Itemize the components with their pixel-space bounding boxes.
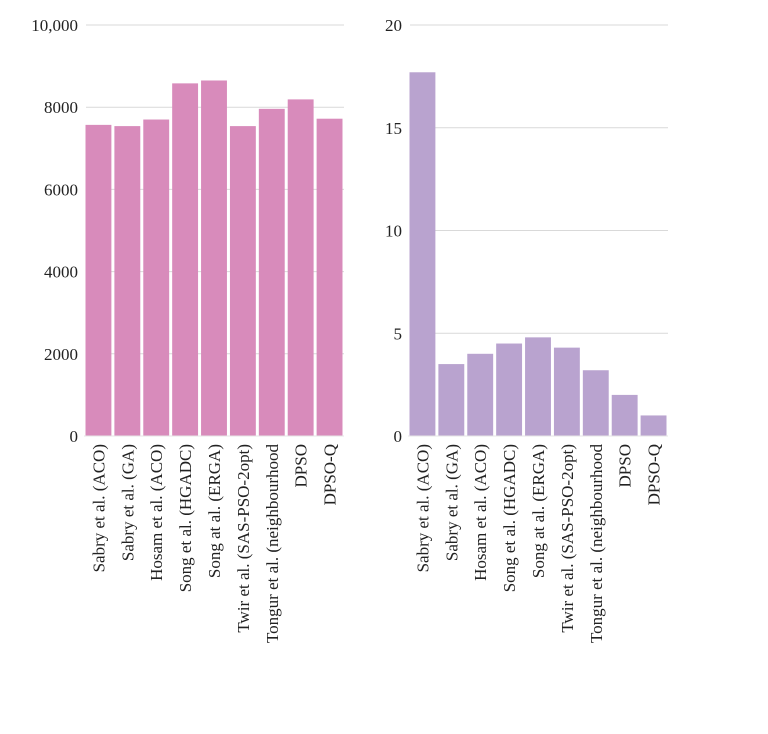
left-category-label: Hosam et al. (ACO) (147, 444, 166, 581)
left-category-label: Sabry et al. (ACO) (89, 444, 108, 572)
left-bar (85, 124, 112, 437)
left-y-tick-label: 4000 (44, 263, 78, 282)
right-bar (611, 394, 638, 436)
left-y-tick-label: 10,000 (31, 16, 78, 35)
right-y-tick-label: 0 (394, 427, 403, 446)
right-category-label: Tongur et al. (neighbourhood (587, 444, 606, 643)
right-bar (496, 343, 523, 436)
left-bar (258, 108, 285, 437)
left-category-label: DPSO-Q (321, 444, 340, 505)
left-category-label: Tongur et al. (neighbourhood (263, 444, 282, 643)
right-category-label: Song at al. (ERGA) (529, 444, 548, 578)
right-category-label: Twir et al. (SAS-PSO-2opt) (558, 444, 577, 633)
left-category-label: Sabry et al. (GA) (118, 444, 137, 561)
right-category-label: Sabry et al. (ACO) (413, 444, 432, 572)
left-bar (114, 126, 141, 436)
right-category-label: Hosam et al. (ACO) (471, 444, 490, 581)
left-y-tick-label: 0 (70, 427, 79, 446)
left-bar (316, 118, 343, 436)
left-y-tick-label: 2000 (44, 345, 78, 364)
right-category-label: Song et al. (HGADC) (500, 444, 519, 592)
left-y-tick-label: 6000 (44, 180, 78, 199)
right-bar (467, 353, 494, 436)
left-category-label: Twir et al. (SAS-PSO-2opt) (234, 444, 253, 633)
left-bar (287, 99, 314, 437)
right-bar (553, 347, 580, 436)
left-category-label: Song et al. (HGADC) (176, 444, 195, 592)
left-category-label: DPSO (292, 444, 311, 487)
right-y-tick-label: 5 (394, 324, 403, 343)
left-bar-chart: 0 2000 4000 6000 8000 10,000 Sabry et al. (ACO… (31, 16, 344, 643)
left-bar (172, 83, 199, 436)
right-category-label: Sabry et al. (GA) (442, 444, 461, 561)
right-bar (409, 72, 436, 436)
right-bar-chart: 0 5 10 15 20 Sabry et al. (ACO) Sabry et al. (… (385, 16, 668, 643)
left-bar (201, 80, 227, 437)
right-bar (438, 364, 465, 436)
left-bar (143, 119, 170, 436)
right-category-label: DPSO-Q (645, 444, 664, 505)
right-bar (640, 415, 667, 436)
left-bar (229, 126, 256, 436)
left-category-label: Song at al. (ERGA) (205, 444, 224, 578)
right-category-label: DPSO (616, 444, 635, 487)
right-bar (525, 337, 551, 436)
right-y-tick-label: 20 (385, 16, 402, 35)
right-y-tick-label: 15 (385, 119, 402, 138)
right-y-tick-label: 10 (385, 222, 402, 241)
right-bar (582, 370, 609, 436)
left-y-tick-label: 8000 (44, 98, 78, 117)
